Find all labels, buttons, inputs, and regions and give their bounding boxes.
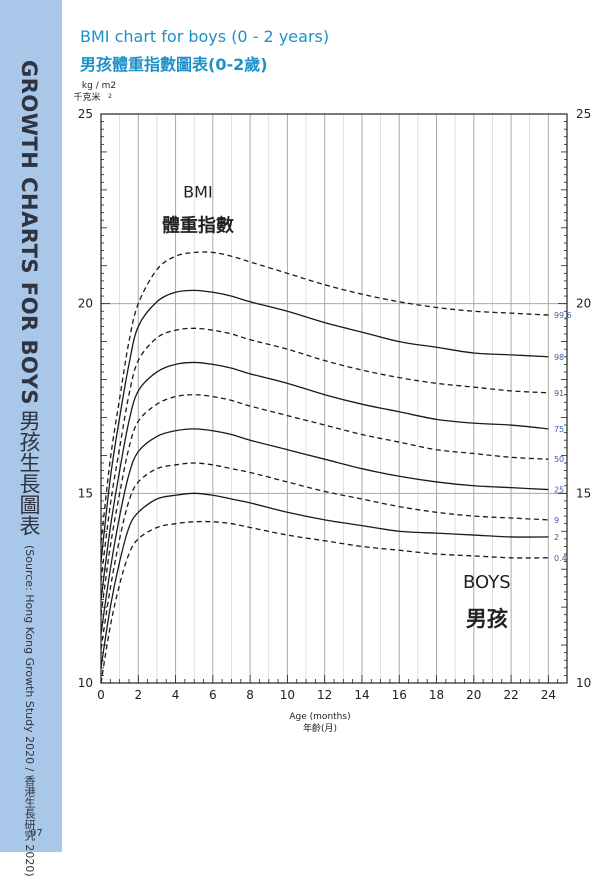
x-tick-label: 4 [172,688,180,702]
percentile-label-99-6: 99.6 [554,311,572,320]
bmi-annotation: BMI [183,182,213,201]
percentile-label-98: 98 [554,353,564,362]
y-tick-label-left: 15 [78,486,93,500]
x-axis-label: Age (months) [289,712,350,722]
percentile-line-9 [100,462,549,649]
x-tick-label: 20 [466,688,481,702]
x-tick-label: 12 [317,688,332,702]
x-tick-label: 14 [354,688,369,702]
boys-annotation: BOYS [463,572,511,593]
side-title-block: GROWTH CHARTS FOR BOYS 男孩生長圖表 (Source: H… [14,60,44,877]
x-tick-label: 22 [503,688,518,702]
x-tick-label: 18 [429,688,444,702]
y-tick-label-right: 15 [576,486,591,500]
side-title-cn: 男孩生長圖表 [17,410,41,537]
side-band [0,0,62,852]
x-tick-label: 0 [97,688,105,702]
x-tick-label: 10 [280,688,295,702]
y-unit-label-cn: 千克米 [73,91,100,103]
x-tick-label: 24 [541,688,556,702]
y-tick-label-left: 20 [78,297,93,311]
chart-subtitle: 男孩體重指數圖表(0-2歲) [80,55,268,74]
y-tick-label-right: 20 [576,297,591,311]
page-number: 07 [30,828,43,839]
percentile-label-75: 75 [554,425,564,434]
x-axis-label-cn: 年齡(月) [303,722,337,734]
side-source: (Source: Hong Kong Growth Study 2020 / 香… [23,545,36,877]
x-tick-label: 8 [246,688,254,702]
x-tick-label: 16 [392,688,407,702]
x-tick-label: 6 [209,688,217,702]
percentile-line-99-6 [100,251,549,543]
percentile-line-75 [100,361,549,600]
percentile-label-25: 25 [554,486,564,495]
y-unit-superscript: 2 [108,93,112,100]
bmi-annotation-cn: 體重指數 [162,215,234,237]
percentile-line-91 [100,327,549,581]
y-tick-label-left: 25 [78,107,93,121]
percentile-line-0-4 [100,520,549,684]
y-unit-label: kg / m2 [82,81,116,91]
side-title: GROWTH CHARTS FOR BOYS [17,60,41,405]
percentile-label-50: 50 [554,455,564,464]
chart-title: BMI chart for boys (0 - 2 years) [80,27,330,46]
percentile-label-2: 2 [554,533,559,542]
y-tick-label-right: 25 [576,107,591,121]
percentile-line-2 [100,492,549,668]
percentile-line-50 [100,394,549,615]
y-tick-label-right: 10 [576,676,591,690]
x-tick-label: 2 [134,688,142,702]
y-tick-label-left: 10 [78,676,93,690]
percentile-line-25 [100,428,549,634]
percentile-label-91: 91 [554,389,564,398]
percentile-label-0-4: 0.4 [554,554,567,563]
percentile-line-98 [100,289,549,562]
boys-annotation-cn: 男孩 [466,607,508,631]
percentile-label-9: 9 [554,516,559,525]
